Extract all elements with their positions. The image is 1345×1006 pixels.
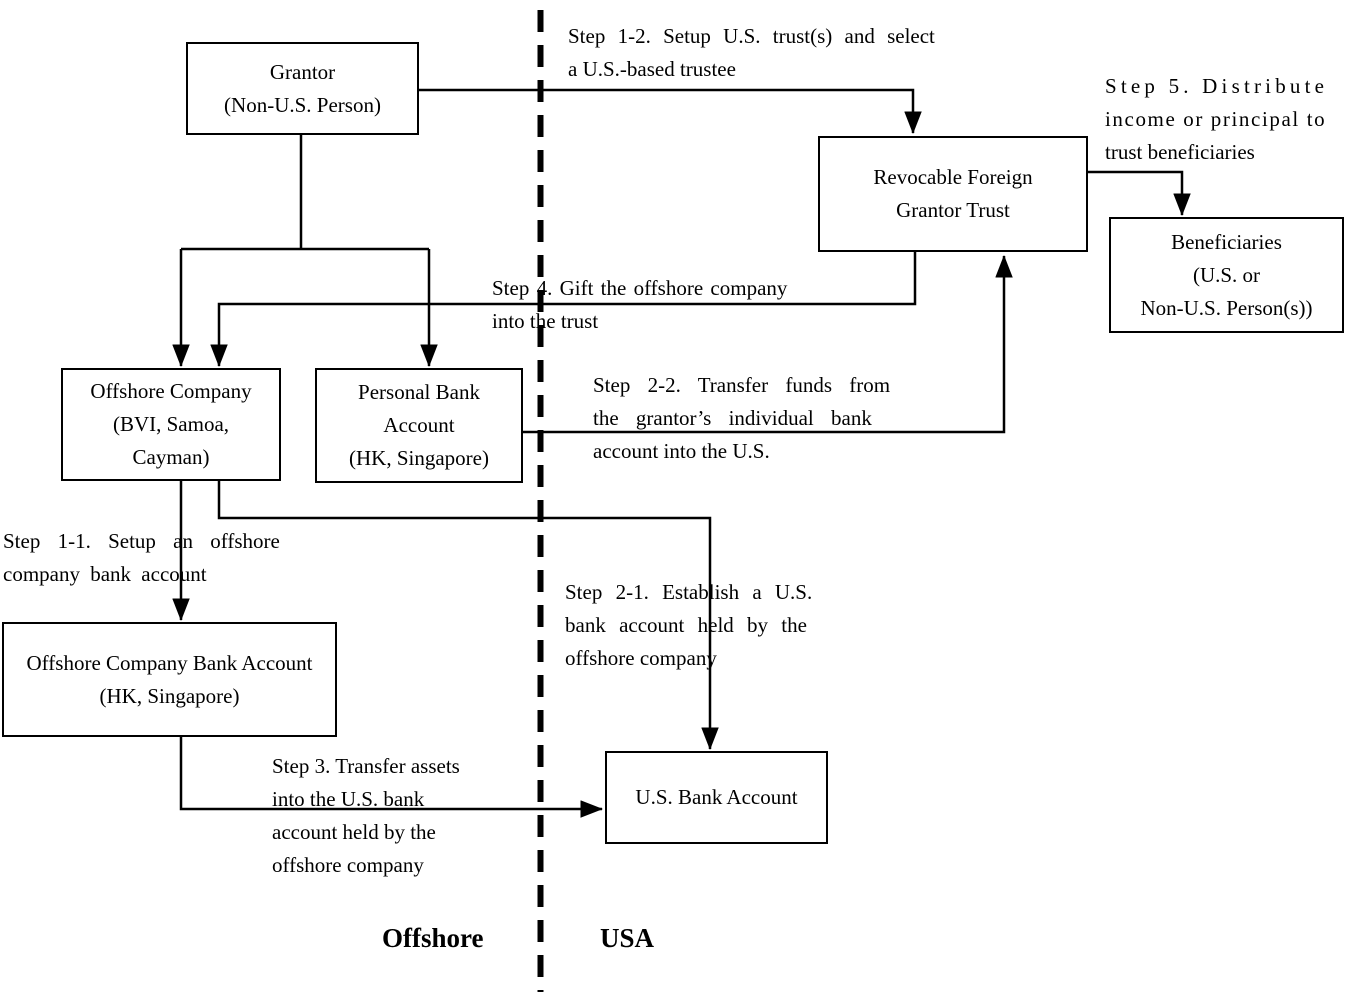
step-3-label: Step 3. Transfer assets into the U.S. ba…	[272, 750, 460, 882]
beneficiaries-box-line: Non-U.S. Person(s))	[1140, 295, 1313, 320]
arrow-step-1-2-grantor-to-trust	[419, 88, 922, 134]
step-1-2-label-line: Step 1-2. Setup U.S. trust(s) and select	[568, 24, 935, 48]
offshore-company-box-line: Offshore Company	[90, 379, 252, 403]
step-5-label-line: trust beneficiaries	[1105, 140, 1255, 164]
step-2-2-label: Step 2-2. Transfer funds from the granto…	[593, 369, 890, 468]
step-3-label-line: account held by the	[272, 820, 436, 844]
step-1-2-label-line: a U.S.-based trustee	[568, 57, 736, 81]
step-5-label-line: Step 5. Distribute	[1105, 74, 1329, 98]
step-5-label: Step 5. Distribute income or principal t…	[1105, 70, 1328, 169]
personal-bank-account-box-line: (HK, Singapore)	[349, 446, 489, 470]
step-2-2-label-line: account into the U.S.	[593, 439, 770, 463]
revocable-foreign-grantor-trust-box: Revocable Foreign Grantor Trust	[818, 136, 1088, 252]
arrow-step-2-1-to-us-bank-account	[217, 481, 719, 750]
beneficiaries-box-line: (U.S. or	[1192, 262, 1261, 287]
step-4-label-line: Step 4. Gift the offshore company	[492, 276, 788, 300]
us-bank-account-box-line: U.S. Bank Account	[635, 785, 798, 809]
personal-bank-account-box: Personal Bank Account (HK, Singapore)	[315, 368, 523, 483]
step-4-label: Step 4. Gift the offshore company into t…	[492, 272, 787, 338]
step-2-1-label-line: Step 2-1. Establish a U.S.	[565, 580, 813, 604]
offshore-company-box-line: (BVI, Samoa,	[112, 412, 230, 436]
step-2-1-label-line: offshore company	[565, 646, 717, 670]
grantor-box-line: Grantor	[269, 59, 336, 84]
offshore-company-bank-account-box: Offshore Company Bank Account (HK, Singa…	[2, 622, 337, 737]
usa-region-label: USA	[600, 923, 655, 953]
trust-box-line: Revocable Foreign	[873, 165, 1033, 189]
arrow-step-4-trust-offshore-company	[210, 252, 917, 367]
beneficiaries-box: Beneficiaries (U.S. or Non-U.S. Person(s…	[1109, 217, 1344, 333]
offshore-company-box-line: Cayman)	[132, 445, 210, 469]
step-2-1-label: Step 2-1. Establish a U.S. bank account …	[565, 576, 812, 675]
grantor-box-line: (Non-U.S. Person)	[224, 92, 381, 117]
trust-box-line: Grantor Trust	[896, 198, 1010, 222]
us-bank-account-box: U.S. Bank Account	[605, 751, 828, 844]
step-1-1-label-line: Step 1-1. Setup an offshore	[3, 529, 280, 553]
arrow-step-3-to-us-bank-account	[179, 737, 603, 818]
step-3-label-line: into the U.S. bank	[272, 787, 425, 811]
arrow-step-2-2-personal-bank-to-trust	[523, 255, 1013, 434]
grantor-box: Grantor (Non-U.S. Person)	[186, 42, 419, 135]
step-1-1-label-line: company bank account	[3, 562, 207, 586]
offshore-company-bank-account-box-line: Offshore Company Bank Account	[26, 650, 313, 675]
step-5-label-line: income or principal to	[1105, 107, 1327, 131]
offshore-region-label: Offshore	[382, 923, 484, 953]
step-2-2-label-line: the grantor’s individual bank	[593, 406, 872, 430]
step-3-label-line: offshore company	[272, 853, 424, 877]
step-3-label-line: Step 3. Transfer assets	[272, 754, 460, 778]
personal-bank-account-box-line: Personal Bank	[358, 380, 480, 404]
personal-bank-account-box-line: Account	[383, 413, 455, 437]
step-2-1-label-line: bank account held by the	[565, 613, 807, 637]
step-4-label-line: into the trust	[492, 309, 599, 333]
beneficiaries-box-line: Beneficiaries	[1171, 229, 1282, 254]
step-2-2-label-line: Step 2-2. Transfer funds from	[593, 373, 891, 397]
offshore-company-bank-account-box-line: (HK, Singapore)	[99, 683, 240, 708]
step-1-2-label: Step 1-2. Setup U.S. trust(s) and select…	[568, 20, 935, 86]
step-1-1-label: Step 1-1. Setup an offshore company bank…	[3, 525, 280, 591]
arrow-step-5-trust-to-beneficiaries	[1088, 170, 1191, 216]
offshore-company-box: Offshore Company (BVI, Samoa, Cayman)	[61, 368, 281, 481]
